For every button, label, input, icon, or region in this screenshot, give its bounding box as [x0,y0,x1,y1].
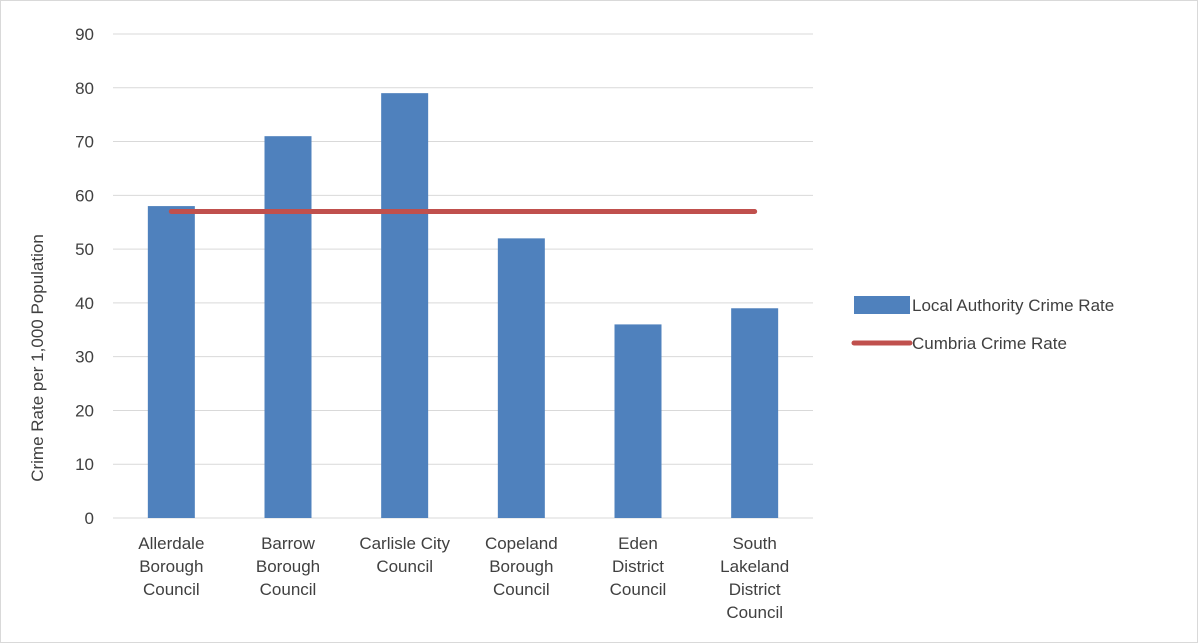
bar [147,206,195,519]
legend-bar-swatch [854,296,910,314]
x-tick-line: Borough [139,557,203,576]
y-tick-label: 0 [85,509,94,528]
legend-label: Local Authority Crime Rate [912,296,1114,315]
y-tick-label: 20 [75,401,94,420]
x-tick-line: Council [493,580,550,599]
y-tick-label: 90 [75,25,94,44]
x-tick-label: Carlisle City Council [359,534,450,576]
gridlines [113,33,813,519]
x-tick-line: Eden [618,534,658,553]
x-tick-line: Council [260,580,317,599]
y-axis-ticks: 0 10 20 30 40 50 60 70 80 90 [75,25,94,528]
y-tick-label: 80 [75,79,94,98]
x-tick-line: Copeland [485,534,558,553]
bar [731,308,779,518]
x-tick-line: Allerdale [138,534,204,553]
bar [614,324,662,518]
bar-series [147,93,779,519]
legend: Local Authority Crime Rate Cumbria Crime … [851,296,1114,353]
x-tick-label: Eden District Council [610,534,667,599]
x-tick-line: Borough [256,557,320,576]
x-tick-line: Carlisle City [359,534,450,553]
x-tick-line: Council [143,580,200,599]
y-tick-label: 40 [75,294,94,313]
x-tick-line: Council [376,557,433,576]
y-tick-label: 10 [75,455,94,474]
bar [264,136,312,518]
x-tick-label: Copeland Borough Council [485,534,558,599]
y-axis-title: Crime Rate per 1,000 Population [28,234,47,482]
y-tick-label: 50 [75,240,94,259]
y-tick-label: 60 [75,186,94,205]
x-tick-line: District [612,557,664,576]
x-tick-line: Council [726,603,783,622]
x-tick-line: District [729,580,781,599]
x-tick-label: Allerdale Borough Council [138,534,204,599]
y-tick-label: 70 [75,133,94,152]
y-tick-label: 30 [75,348,94,367]
x-tick-line: South [732,534,776,553]
x-tick-line: Barrow [261,534,316,553]
x-axis-ticks: Allerdale Borough Council Barrow Borough Coun… [138,534,789,622]
bar [497,238,545,518]
x-tick-label: South Lakeland District Council [720,534,789,622]
x-tick-label: Barrow Borough Council [256,534,320,599]
legend-label: Cumbria Crime Rate [912,334,1067,353]
x-tick-line: Borough [489,557,553,576]
x-tick-line: Council [610,580,667,599]
x-tick-line: Lakeland [720,557,789,576]
bar [381,93,429,519]
